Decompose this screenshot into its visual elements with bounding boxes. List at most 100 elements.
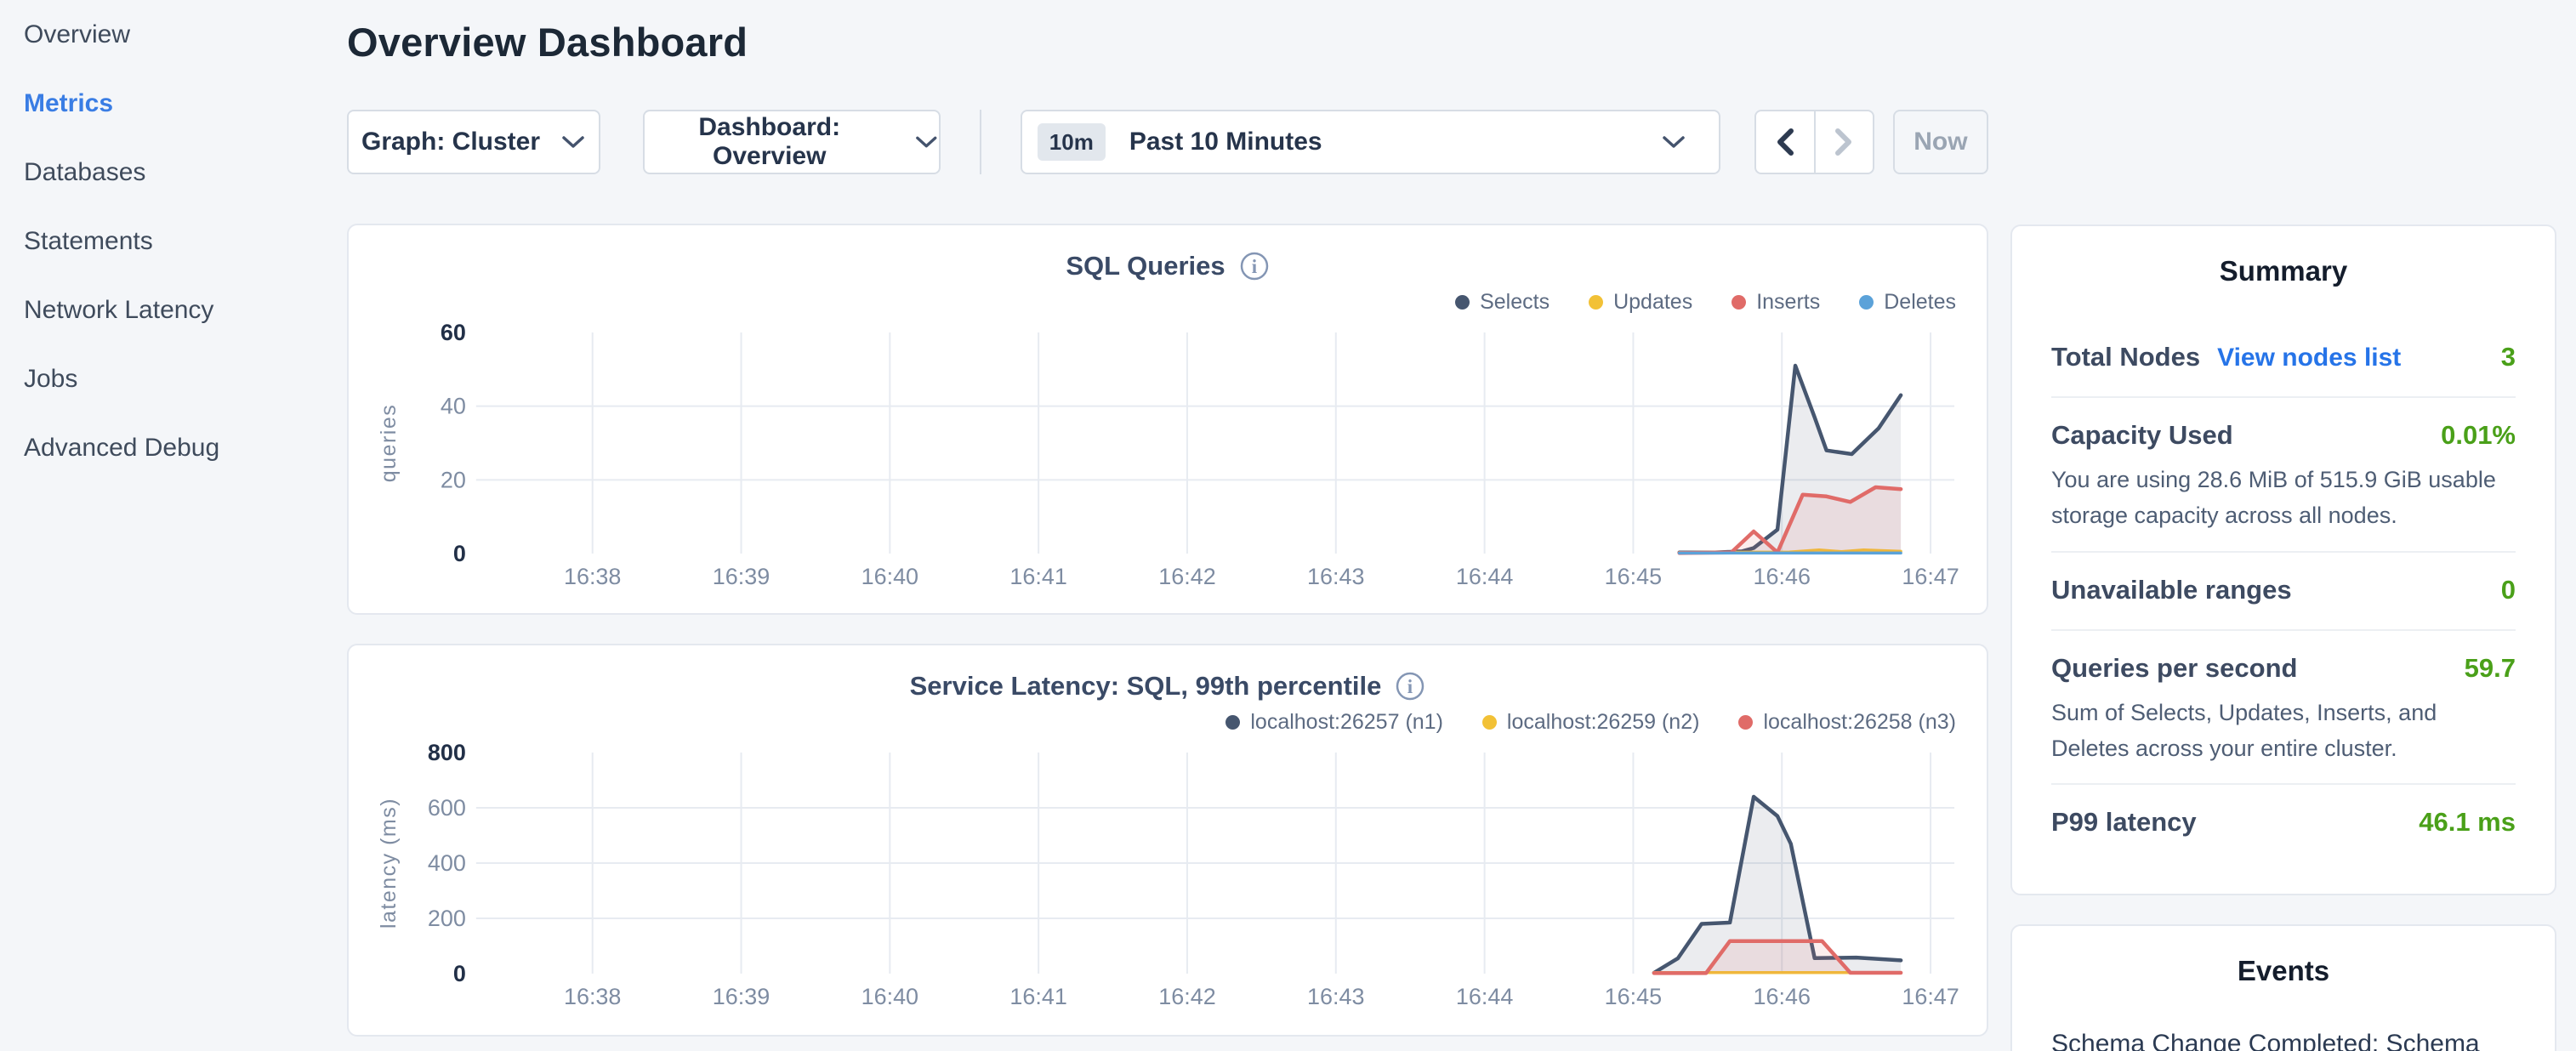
- view-nodes-list-link[interactable]: View nodes list: [2217, 344, 2402, 372]
- svg-text:40: 40: [441, 394, 466, 419]
- time-back-button[interactable]: [1756, 111, 1814, 173]
- dashboard-dropdown[interactable]: Dashboard: Overview: [643, 110, 941, 174]
- graph-dropdown-label: Graph: Cluster: [361, 128, 541, 156]
- time-step-buttons: [1754, 110, 1874, 174]
- legend-item[interactable]: localhost:26259 (n2): [1481, 709, 1700, 735]
- time-range-selector[interactable]: 10m Past 10 Minutes: [1020, 110, 1720, 174]
- legend-dot-icon: [1738, 714, 1754, 730]
- time-range-label: Past 10 Minutes: [1129, 128, 1322, 156]
- summary-rows: Total Nodes View nodes list 3 Capacity U…: [2051, 320, 2516, 861]
- summary-row-capacity-used: Capacity Used 0.01% You are using 28.6 M…: [2051, 398, 2516, 551]
- legend-item[interactable]: localhost:26258 (n3): [1738, 710, 1956, 735]
- divider: [2051, 550, 2516, 553]
- legend-dot-icon: [1481, 714, 1497, 730]
- chart-legend: localhost:26257 (n1) localhost:26259 (n2)…: [349, 705, 1987, 739]
- legend-item[interactable]: Updates: [1589, 290, 1692, 315]
- summary-label: Queries per second: [2051, 652, 2298, 683]
- sidebar-item-statements[interactable]: Statements: [24, 227, 153, 255]
- summary-value: 0: [2500, 574, 2516, 605]
- summary-panel: Summary Total Nodes View nodes list 3 Ca…: [2010, 224, 2556, 896]
- info-icon[interactable]: i: [1239, 251, 1270, 281]
- legend-label: Inserts: [1756, 289, 1821, 314]
- sidebar-item-overview[interactable]: Overview: [24, 20, 131, 48]
- right-panel: Summary Total Nodes View nodes list 3 Ca…: [2010, 224, 2556, 1051]
- legend-label: localhost:26259 (n2): [1506, 709, 1700, 734]
- legend-item[interactable]: Deletes: [1859, 290, 1956, 315]
- svg-text:600: 600: [428, 795, 466, 821]
- chevron-left-icon: [1777, 128, 1794, 156]
- svg-text:60: 60: [441, 320, 466, 345]
- summary-row-p99-latency: P99 latency 46.1 ms: [2051, 785, 2516, 861]
- svg-text:queries: queries: [377, 404, 401, 482]
- chevron-down-icon: [1662, 136, 1685, 148]
- chart-header: SQL Queries i: [349, 247, 1987, 285]
- chart-legend: Selects Updates Inserts Deletes: [349, 285, 1987, 319]
- summary-label: P99 latency: [2051, 807, 2197, 838]
- chart-header: Service Latency: SQL, 99th percentile i: [349, 668, 1987, 705]
- svg-text:16:41: 16:41: [1009, 984, 1066, 1009]
- sidebar-item-metrics[interactable]: Metrics: [24, 89, 114, 117]
- svg-text:16:39: 16:39: [713, 564, 770, 589]
- divider: [2051, 396, 2516, 398]
- sidebar-item-network-latency[interactable]: Network Latency: [24, 296, 214, 324]
- legend-label: Updates: [1613, 289, 1693, 314]
- sidebar-item-advanced-debug[interactable]: Advanced Debug: [24, 434, 220, 462]
- svg-text:16:43: 16:43: [1307, 564, 1364, 589]
- svg-text:16:47: 16:47: [1902, 564, 1959, 589]
- legend-label: Selects: [1480, 289, 1550, 314]
- chevron-down-icon: [916, 136, 937, 148]
- service-latency-chart[interactable]: 16:38 16:39 16:40 16:41 16:42 16:43 16:44 16:45…: [349, 739, 1987, 1028]
- chart-card-sql-queries: SQL Queries i Selects Updates Inserts Delet…: [347, 224, 1988, 615]
- svg-text:16:43: 16:43: [1307, 984, 1364, 1009]
- chart-card-service-latency: Service Latency: SQL, 99th percentile i …: [347, 644, 1988, 1037]
- summary-row-unavailable-ranges: Unavailable ranges 0: [2051, 553, 2516, 629]
- sidebar: Overview Metrics Databases Statements Ne…: [0, 0, 347, 1051]
- summary-value: 3: [2500, 342, 2516, 372]
- info-icon[interactable]: i: [1395, 671, 1425, 702]
- svg-text:16:46: 16:46: [1754, 984, 1811, 1009]
- summary-value: 0.01%: [2441, 420, 2516, 450]
- summary-value: 46.1 ms: [2419, 807, 2516, 838]
- now-button[interactable]: Now: [1892, 110, 1988, 174]
- sidebar-item-jobs[interactable]: Jobs: [24, 365, 78, 393]
- summary-label: Capacity Used: [2051, 420, 2233, 450]
- sidebar-item-databases[interactable]: Databases: [24, 158, 146, 186]
- svg-text:16:39: 16:39: [713, 984, 770, 1009]
- legend-item[interactable]: localhost:26257 (n1): [1225, 710, 1443, 735]
- svg-text:16:46: 16:46: [1754, 564, 1811, 589]
- svg-text:16:45: 16:45: [1605, 564, 1662, 589]
- legend-item[interactable]: Selects: [1455, 290, 1550, 315]
- chart-title: Service Latency: SQL, 99th percentile: [909, 671, 1382, 701]
- legend-dot-icon: [1225, 714, 1241, 730]
- svg-text:16:41: 16:41: [1009, 564, 1066, 589]
- controls-divider: [980, 110, 981, 174]
- chart-title: SQL Queries: [1066, 251, 1225, 281]
- legend-dot-icon: [1732, 294, 1747, 310]
- legend-dot-icon: [1859, 294, 1874, 310]
- sidebar-nav: Overview Metrics Databases Statements Ne…: [0, 0, 347, 482]
- chevron-down-icon: [562, 136, 584, 148]
- divider: [2051, 628, 2516, 631]
- svg-text:i: i: [1407, 676, 1413, 697]
- legend-dot-icon: [1455, 294, 1470, 310]
- chevron-right-icon: [1835, 128, 1852, 156]
- svg-text:16:40: 16:40: [862, 984, 918, 1009]
- summary-row-queries-per-second: Queries per second 59.7 Sum of Selects, …: [2051, 631, 2516, 784]
- legend-dot-icon: [1589, 294, 1604, 310]
- time-forward-button[interactable]: [1814, 111, 1873, 173]
- svg-text:0: 0: [453, 961, 466, 986]
- svg-text:latency (ms): latency (ms): [377, 798, 401, 929]
- svg-text:16:45: 16:45: [1605, 984, 1662, 1009]
- events-title: Events: [2237, 955, 2330, 987]
- sql-queries-chart[interactable]: 16:38 16:39 16:40 16:41 16:42 16:43 16:44 16:45…: [349, 319, 1987, 608]
- dashboard-dropdown-label: Dashboard: Overview: [698, 113, 841, 170]
- summary-label: Total Nodes: [2051, 342, 2201, 372]
- svg-text:20: 20: [441, 467, 466, 492]
- summary-label: Unavailable ranges: [2051, 574, 2292, 605]
- svg-text:16:40: 16:40: [862, 564, 918, 589]
- svg-text:0: 0: [453, 541, 466, 566]
- svg-text:16:47: 16:47: [1902, 984, 1959, 1009]
- svg-text:400: 400: [428, 850, 466, 876]
- graph-dropdown[interactable]: Graph: Cluster: [347, 110, 600, 174]
- legend-item[interactable]: Inserts: [1732, 290, 1820, 315]
